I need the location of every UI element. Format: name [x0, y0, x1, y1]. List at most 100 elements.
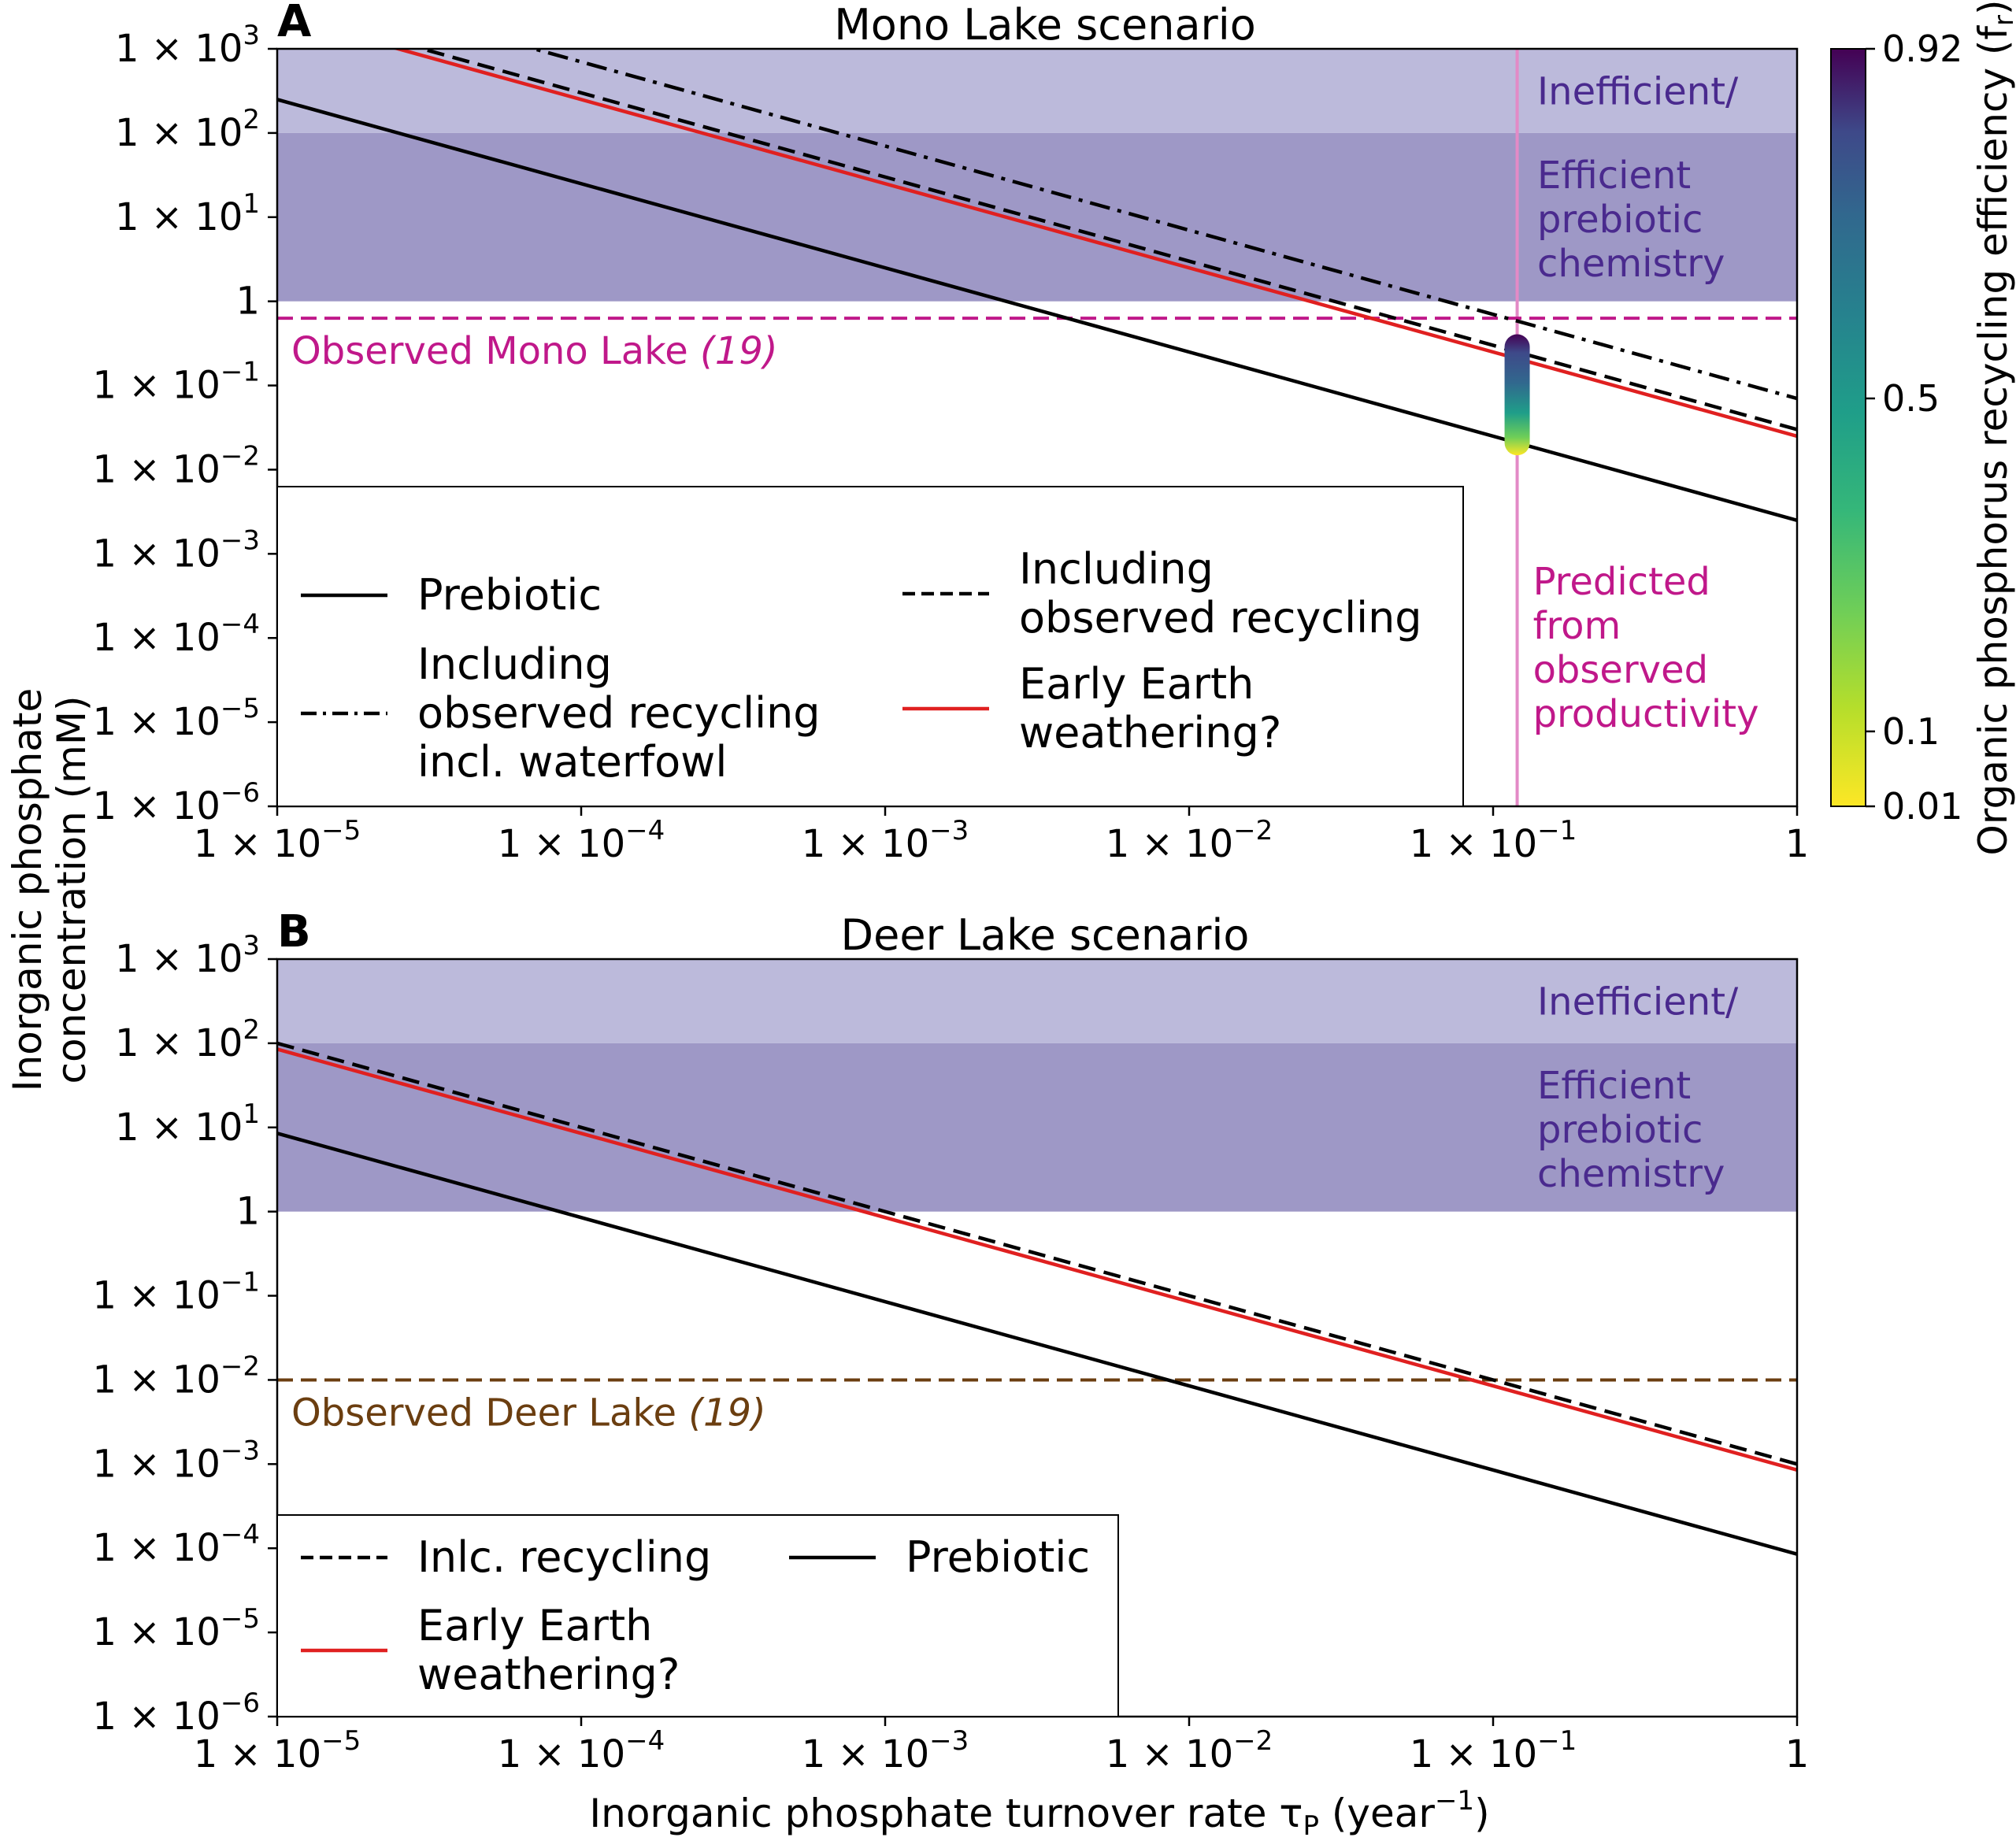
y-tick-base: 1 × 10 — [115, 111, 243, 155]
y-tick-base: 1 × 10 — [93, 447, 220, 491]
legend-label: Including — [1019, 544, 1214, 594]
series-line-including-observed-recycling — [415, 49, 1797, 432]
y-tick-exponent: −5 — [220, 693, 260, 724]
zone-label-efficient-line: chemistry — [1537, 242, 1725, 286]
x-axis-label-unit-exponent: −1 — [1435, 1785, 1474, 1817]
x-tick-label: 1 × 10−2 — [1106, 1725, 1273, 1776]
predicted-label-line: observed — [1533, 648, 1709, 692]
x-tick-label: 1 — [1785, 1732, 1810, 1776]
y-tick-base: 1 × 10 — [93, 364, 220, 408]
x-tick-exponent: −5 — [321, 1725, 361, 1757]
y-tick-exponent: 3 — [243, 930, 260, 961]
panel-title: Deer Lake scenario — [841, 910, 1250, 960]
colorbar-label-close: ) — [1970, 0, 2016, 15]
y-tick-label: 1 × 10−1 — [93, 357, 260, 408]
y-axis-label: Inorganic phosphate concentration (mM) — [5, 688, 94, 1092]
y-tick-label: 1 × 10−6 — [93, 777, 260, 828]
panel-letter: B — [277, 906, 311, 958]
y-tick-label: 1 × 10−5 — [93, 693, 260, 744]
x-tick-base: 1 × 10 — [1106, 1732, 1233, 1776]
y-tick-label: 1 × 10−2 — [93, 1350, 260, 1402]
zone-label-efficient-line: prebiotic — [1537, 198, 1703, 242]
colorbar-label: Organic phosphorus recycling efficiency … — [1970, 0, 2016, 856]
y-tick-base: 1 × 10 — [93, 700, 220, 744]
y-tick-exponent: −2 — [220, 1350, 260, 1382]
y-tick-exponent: −3 — [220, 1435, 260, 1466]
x-tick-base: 1 × 10 — [1106, 822, 1233, 866]
observed-lake-label: Observed Mono Lake (19) — [291, 329, 778, 373]
series-line-early-earth-weathering — [391, 49, 1797, 439]
y-tick-base: 1 — [235, 280, 260, 324]
colorbar-ticks: 0.92 0.5 0.1 0.01 — [1866, 28, 1962, 828]
y-tick-label: 1 × 10−2 — [93, 440, 260, 491]
y-tick-base: 1 × 10 — [115, 195, 243, 239]
legend-label: Prebiotic — [417, 570, 602, 620]
x-tick-label: 1 × 10−1 — [1410, 815, 1577, 866]
x-tick-label: 1 × 10−4 — [498, 1725, 665, 1776]
x-tick-exponent: −5 — [321, 815, 361, 846]
y-tick-exponent: 1 — [243, 188, 260, 220]
x-axis-label-subscript: P — [1303, 1810, 1319, 1841]
y-tick-label: 1 × 10−4 — [93, 609, 260, 660]
series-group — [277, 49, 1797, 522]
y-tick-exponent: −6 — [220, 1687, 260, 1719]
y-tick-base: 1 × 10 — [115, 27, 243, 71]
legend-label: Early Earth — [417, 1601, 652, 1650]
y-tick-exponent: −2 — [220, 440, 260, 472]
legend-label: observed recycling — [1019, 593, 1422, 643]
y-tick-exponent: −5 — [220, 1603, 260, 1635]
y-tick-base: 1 × 10 — [115, 1021, 243, 1065]
x-tick-label: 1 — [1785, 822, 1810, 866]
y-tick-base: 1 × 10 — [93, 1358, 220, 1402]
y-tick-exponent: −3 — [220, 524, 260, 556]
zone-label-efficient-line: Efficient — [1537, 1064, 1691, 1108]
observed-lake-citation: (19) — [688, 1391, 766, 1435]
y-tick-label: 1 × 10−3 — [93, 1435, 260, 1486]
y-tick-label: 1 × 101 — [115, 1098, 260, 1150]
colorbar: 0.92 0.5 0.1 0.01 Organic phosphorus recycl… — [1830, 0, 2016, 856]
zone-band-efficient — [277, 1043, 1797, 1212]
x-axis-label: Inorganic phosphate turnover rate τP (ye… — [589, 1785, 1489, 1841]
y-axis-label-line-1: Inorganic phosphate — [5, 688, 50, 1092]
zone-label-efficient-line: chemistry — [1537, 1152, 1725, 1196]
predicted-label-line: from — [1533, 604, 1621, 648]
x-axis-label-unit-close: ) — [1474, 1791, 1490, 1836]
x-tick-base: 1 × 10 — [194, 1732, 321, 1776]
recycling-efficiency-marker — [1504, 334, 1530, 456]
x-tick-base: 1 × 10 — [498, 822, 625, 866]
y-tick-label: 1 × 10−4 — [93, 1519, 260, 1570]
colorbar-gradient — [1830, 48, 1866, 807]
y-tick-exponent: −4 — [220, 1519, 260, 1550]
y-tick-base: 1 × 10 — [115, 937, 243, 981]
x-tick-label: 1 × 10−3 — [802, 815, 969, 866]
y-tick-base: 1 × 10 — [93, 1610, 220, 1654]
y-tick-base: 1 × 10 — [115, 1106, 243, 1150]
x-tick-base: 1 × 10 — [1410, 1732, 1537, 1776]
legend-label: Prebiotic — [906, 1532, 1090, 1582]
x-tick-exponent: −3 — [929, 815, 969, 846]
y-tick-label: 1 × 10−1 — [93, 1267, 260, 1318]
x-tick-exponent: −4 — [625, 815, 665, 846]
y-tick-exponent: −1 — [220, 1267, 260, 1298]
series-line-including-observed-recycling-incl-waterfowl — [527, 49, 1797, 401]
x-tick-base: 1 × 10 — [498, 1732, 625, 1776]
zone-label-inefficient: Inefficient/ — [1537, 980, 1739, 1024]
x-axis-label-text: Inorganic phosphate turnover rate τ — [589, 1791, 1303, 1836]
colorbar-tick-label: 0.1 — [1882, 710, 1940, 753]
zone-label-efficient-line: Efficient — [1537, 154, 1691, 198]
x-tick-base: 1 — [1785, 822, 1810, 866]
y-tick-base: 1 × 10 — [93, 616, 220, 660]
legend-label: observed recycling — [417, 688, 821, 738]
y-tick-exponent: 2 — [243, 104, 260, 135]
y-tick-label: 1 × 102 — [115, 1014, 260, 1065]
zone-label-inefficient: Inefficient/ — [1537, 69, 1739, 113]
observed-lake-label-text: Observed Mono Lake — [291, 329, 700, 373]
y-tick-base: 1 × 10 — [93, 784, 220, 828]
y-tick-label: 1 × 10−3 — [93, 524, 260, 576]
y-tick-label: 1 — [235, 1190, 260, 1234]
series-group — [277, 1041, 1797, 1556]
observed-lake-label-text: Observed Deer Lake — [291, 1391, 688, 1435]
x-tick-label: 1 × 10−5 — [194, 815, 361, 866]
legend-label: Inlc. recycling — [417, 1532, 711, 1582]
